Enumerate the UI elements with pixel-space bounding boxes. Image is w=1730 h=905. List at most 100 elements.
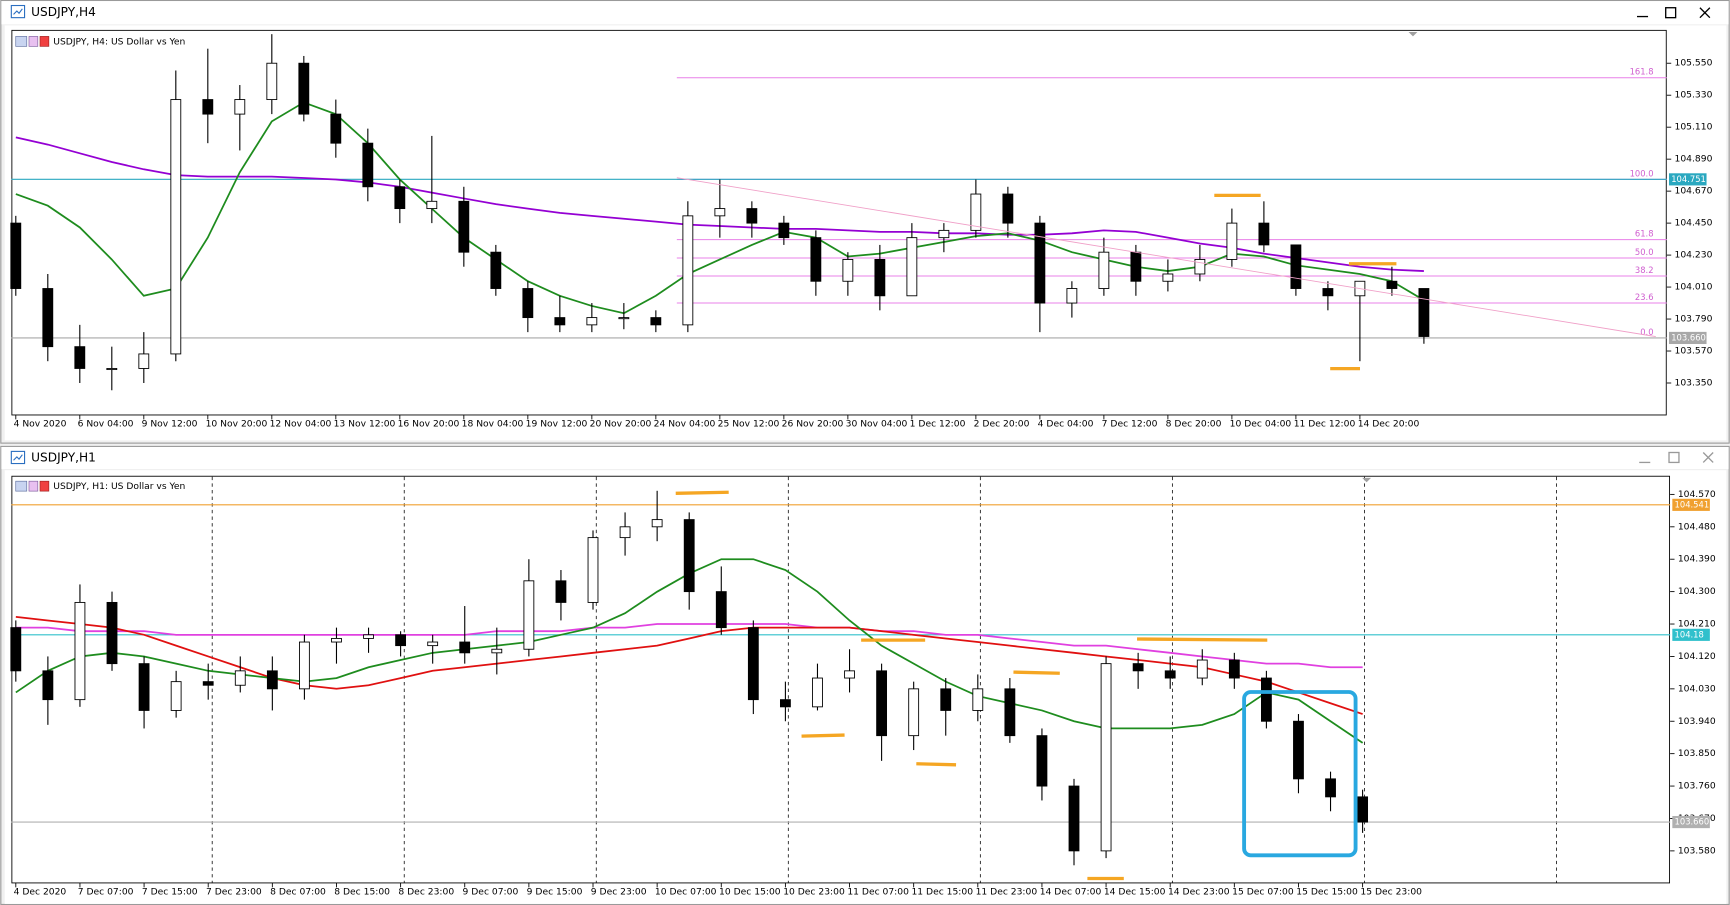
chart-icon <box>39 480 50 492</box>
fib-label: 100.0 <box>1630 168 1654 178</box>
fib-label: 50.0 <box>1635 247 1654 257</box>
candle-body <box>555 580 567 603</box>
trend-line <box>676 177 1656 338</box>
x-tick-label: 10 Dec 04:00 <box>1230 418 1292 429</box>
candle-body <box>330 113 342 144</box>
x-tick-label: 14 Dec 07:00 <box>1040 886 1102 897</box>
candle-body <box>1322 288 1334 297</box>
x-tick-label: 16 Nov 20:00 <box>398 418 460 429</box>
x-tick-label: 9 Nov 12:00 <box>142 418 198 429</box>
candle-body <box>522 288 534 319</box>
level-mark <box>1013 670 1060 675</box>
candle-body <box>651 519 663 528</box>
candle-body <box>331 637 342 643</box>
price-tag <box>1672 498 1710 511</box>
candle-body <box>234 670 246 686</box>
candle-body <box>1293 720 1304 780</box>
candle-body <box>972 688 984 711</box>
x-tick-label: 10 Dec 23:00 <box>783 886 845 897</box>
candle-body <box>1226 222 1238 260</box>
candle-body <box>427 641 439 647</box>
candle-body <box>170 99 182 355</box>
y-tick-label: 105.550 <box>1675 58 1713 69</box>
y-tick-label: 105.330 <box>1675 90 1713 101</box>
x-tick-label: 4 Nov 2020 <box>14 418 67 429</box>
candle-body <box>1066 288 1078 304</box>
x-tick-label: 20 Nov 20:00 <box>590 418 652 429</box>
chart-panel: 105.550 105.330 105.110 104.890 104.670 104.4… <box>10 34 1713 429</box>
y-tick-label: 104.890 <box>1675 154 1713 165</box>
price-tag-label: 104.751 <box>1671 174 1706 184</box>
candle-body <box>523 580 535 650</box>
candle-body <box>650 317 662 326</box>
x-tick-label: 8 Dec 15:00 <box>334 886 390 897</box>
y-tick-label: 103.850 <box>1678 748 1716 759</box>
x-tick-label: 11 Dec 15:00 <box>911 886 973 897</box>
y-tick-label: 104.480 <box>1678 521 1716 532</box>
close-button[interactable] <box>1702 452 1714 463</box>
chart-icon <box>15 36 28 47</box>
y-tick-label: 104.210 <box>1678 619 1716 630</box>
x-tick-label: 15 Dec 23:00 <box>1360 886 1422 897</box>
candle-body <box>1260 677 1272 722</box>
candle-body <box>395 634 407 647</box>
fib-label: 61.8 <box>1635 229 1654 239</box>
window-title: USDJPY,H4 <box>31 5 96 19</box>
x-tick-label: 9 Dec 15:00 <box>527 886 583 897</box>
window-icon <box>13 8 23 15</box>
candle-body <box>426 200 438 210</box>
candle-body <box>1036 735 1048 787</box>
x-tick-label: 6 Nov 04:00 <box>78 418 134 429</box>
candle-body <box>554 317 566 326</box>
candle-body <box>714 208 726 217</box>
candle-body <box>812 677 823 708</box>
x-tick-label: 8 Dec 20:00 <box>1166 418 1222 429</box>
candle-body <box>298 641 310 690</box>
y-tick-label: 104.390 <box>1678 554 1716 565</box>
maximize-button[interactable] <box>1665 7 1677 19</box>
candle-body <box>490 251 502 289</box>
y-tick-label: 104.570 <box>1678 489 1716 500</box>
close-button[interactable] <box>1699 7 1711 19</box>
title-bar <box>1 446 1729 470</box>
x-tick-label: 11 Dec 12:00 <box>1294 418 1356 429</box>
x-tick-label: 7 Dec 15:00 <box>142 886 198 897</box>
candle-body <box>42 670 54 701</box>
candle-body <box>106 368 118 371</box>
annotation-marks <box>675 490 1268 881</box>
candle-body <box>874 259 886 297</box>
maximize-button[interactable] <box>1668 451 1680 464</box>
window-title: USDJPY,H1 <box>31 451 96 465</box>
candle-body <box>747 627 759 701</box>
x-tick-label: 15 Dec 07:00 <box>1232 886 1294 897</box>
candle-body <box>459 641 471 654</box>
x-tick-label: 8 Dec 07:00 <box>270 886 326 897</box>
candle-body <box>491 648 503 654</box>
x-tick-label: 13 Nov 12:00 <box>334 418 396 429</box>
candle-body <box>810 237 822 282</box>
candle-body <box>618 317 630 320</box>
candle-body <box>106 601 118 665</box>
level-mark <box>801 733 845 738</box>
y-tick-label: 104.010 <box>1675 282 1713 293</box>
annotation-marks <box>1214 193 1397 371</box>
candle-body <box>1098 251 1110 289</box>
candle-body <box>746 208 758 224</box>
candle-body <box>619 526 631 539</box>
candle-body <box>394 186 406 210</box>
x-tick-label: 26 Nov 20:00 <box>782 418 844 429</box>
candle-body <box>234 99 246 115</box>
candle-body <box>363 634 374 639</box>
x-tick-label: 24 Nov 04:00 <box>654 418 716 429</box>
x-tick-label: 10 Nov 20:00 <box>206 418 268 429</box>
chart-icon <box>28 36 39 47</box>
y-tick-label: 105.110 <box>1675 122 1713 133</box>
x-tick-label: 11 Dec 23:00 <box>976 886 1038 897</box>
x-tick-label: 7 Dec 12:00 <box>1102 418 1158 429</box>
price-tag-label: 103.660 <box>1671 332 1706 342</box>
x-tick-label: 4 Dec 04:00 <box>1038 418 1094 429</box>
candle-body <box>1004 688 1016 737</box>
y-tick-label: 103.350 <box>1675 377 1713 388</box>
